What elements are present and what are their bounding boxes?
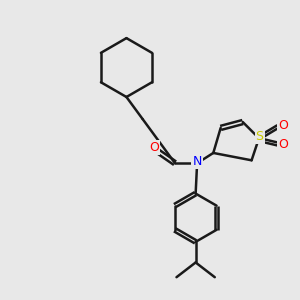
Text: S: S [256, 130, 263, 143]
Text: O: O [278, 119, 288, 132]
Text: O: O [149, 141, 159, 154]
Text: O: O [278, 138, 288, 151]
Text: N: N [192, 155, 202, 168]
